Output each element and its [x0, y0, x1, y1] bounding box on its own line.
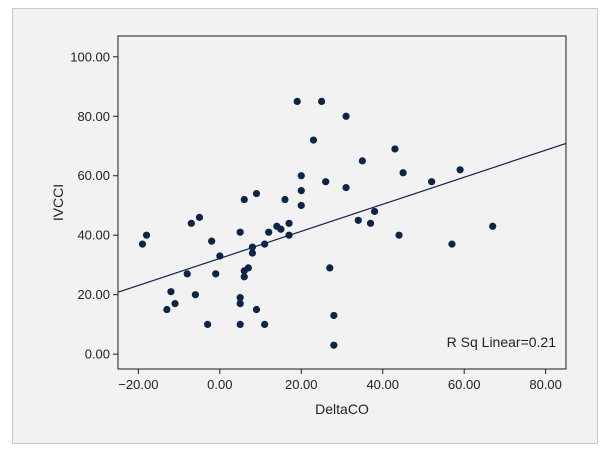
scatter-point [391, 145, 399, 153]
scatter-point [252, 189, 261, 198]
x-tick-label: 60.00 [448, 377, 481, 392]
x-tick-label: 20.00 [285, 377, 318, 392]
scatter-point [244, 264, 252, 272]
scatter-point [277, 225, 285, 233]
scatter-point [212, 270, 220, 278]
scatter-point [358, 157, 366, 165]
scatter-point [309, 136, 318, 144]
scatter-point [326, 264, 334, 272]
scatter-point [248, 243, 256, 251]
scatter-point [261, 320, 269, 329]
scatter-point [163, 305, 171, 314]
x-tick-label: −20.00 [118, 377, 158, 392]
scatter-point [354, 216, 362, 224]
scatter-point [342, 184, 350, 192]
scatter-point [236, 294, 244, 302]
scatter-point [395, 231, 403, 239]
scatter-point [138, 240, 147, 248]
y-tick-label: 60.00 [77, 168, 110, 183]
scatter-point [297, 187, 305, 195]
scatter-point [236, 320, 244, 329]
scatter-point [208, 237, 216, 245]
scatter-point [236, 228, 244, 236]
r-squared-annotation: R Sq Linear=0.21 [447, 334, 557, 350]
scatter-point [265, 228, 273, 236]
scatter-point [330, 341, 338, 349]
scatter-point [240, 273, 248, 281]
scatter-point [342, 112, 350, 120]
scatter-point [142, 231, 151, 239]
x-tick-label: 0.00 [207, 377, 232, 392]
scatter-point [252, 305, 261, 314]
y-tick-label: 40.00 [77, 228, 110, 243]
linear-fit-line [117, 142, 567, 293]
x-tick-label: 40.00 [366, 377, 399, 392]
scatter-point [297, 201, 305, 210]
y-tick-label: 100.00 [70, 49, 110, 64]
scatter-point [370, 207, 379, 216]
scatter-point [318, 97, 326, 106]
scatter-point [489, 222, 497, 230]
scatter-point [281, 195, 289, 204]
scatter-point [285, 219, 293, 227]
scatter-point [366, 219, 375, 227]
plot-area [117, 35, 567, 370]
scatter-point [248, 249, 256, 257]
y-tick-label: 80.00 [77, 109, 110, 124]
scatter-point [293, 97, 301, 106]
scatter-point [428, 178, 436, 186]
scatter-point [204, 320, 212, 329]
scatter-point [261, 240, 269, 248]
scatter-point [285, 231, 293, 239]
scatter-point [322, 178, 330, 186]
scatter-point [183, 270, 191, 278]
scatter-point [191, 291, 199, 299]
scatter-point [187, 219, 195, 227]
y-tick-label: 0.00 [85, 347, 110, 362]
scatter-point [195, 213, 204, 221]
scatter-point [240, 195, 248, 204]
scatter-point [297, 172, 305, 180]
scatter-point [167, 288, 175, 296]
y-tick-label: 20.00 [77, 287, 110, 302]
scatter-point [330, 311, 338, 320]
x-axis-title: DeltaCO [315, 401, 369, 417]
scatter-point [448, 240, 456, 248]
x-tick-label: 80.00 [529, 377, 562, 392]
scatter-point [236, 299, 244, 308]
scatter-point [216, 252, 224, 260]
scatter-point [399, 169, 407, 177]
scatter-point [456, 166, 464, 174]
y-axis-title: IVCCI [50, 184, 66, 221]
scatter-point [171, 299, 179, 308]
